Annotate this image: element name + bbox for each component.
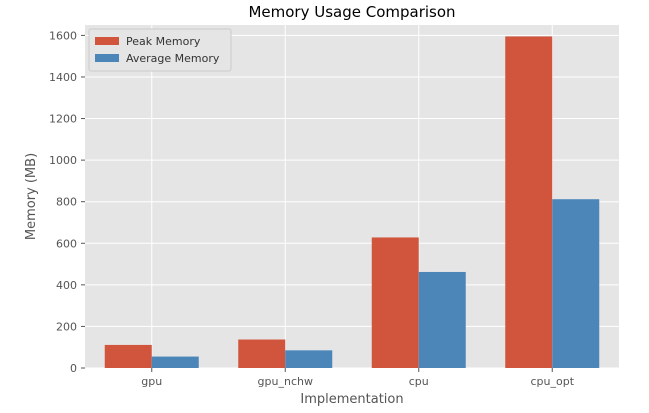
legend-swatch bbox=[95, 37, 119, 45]
x-tick-label: gpu bbox=[141, 375, 162, 388]
bar-average-memory-gpu_nchw bbox=[285, 350, 333, 368]
y-axis-ticks: 0 200 400 600 800 1000 1200 1400 1600 bbox=[49, 29, 85, 375]
y-tick-label: 800 bbox=[56, 196, 77, 209]
bar-peak-memory-cpu_opt bbox=[505, 36, 553, 368]
y-axis-label: Memory (MB) bbox=[24, 153, 39, 240]
legend: Peak Memory Average Memory bbox=[88, 28, 232, 72]
bar-peak-memory-gpu_nchw bbox=[238, 339, 286, 368]
bar-average-memory-cpu_opt bbox=[552, 199, 600, 368]
bar-average-memory-cpu bbox=[418, 271, 466, 368]
x-tick-label: gpu_nchw bbox=[258, 375, 313, 388]
bar-peak-memory-gpu bbox=[104, 344, 152, 368]
y-tick-label: 400 bbox=[56, 279, 77, 292]
bar-average-memory-gpu bbox=[151, 356, 199, 368]
bar-peak-memory-cpu bbox=[371, 237, 419, 368]
x-axis-ticks: gpu gpu_nchw cpu cpu_opt bbox=[141, 368, 575, 388]
legend-label: Average Memory bbox=[126, 52, 220, 65]
x-axis-label: Implementation bbox=[300, 392, 403, 407]
y-tick-label: 200 bbox=[56, 320, 77, 333]
chart-title: Memory Usage Comparison bbox=[248, 3, 455, 21]
y-tick-label: 1200 bbox=[49, 113, 77, 126]
legend-swatch bbox=[95, 54, 119, 62]
y-tick-label: 1000 bbox=[49, 154, 77, 167]
x-tick-label: cpu bbox=[409, 375, 429, 388]
bars bbox=[104, 36, 600, 368]
legend-label: Peak Memory bbox=[126, 35, 201, 48]
legend-box bbox=[88, 28, 232, 72]
y-tick-label: 0 bbox=[70, 362, 77, 375]
y-tick-label: 1400 bbox=[49, 71, 77, 84]
y-tick-label: 1600 bbox=[49, 29, 77, 42]
y-tick-label: 600 bbox=[56, 237, 77, 250]
x-tick-label: cpu_opt bbox=[530, 375, 574, 388]
